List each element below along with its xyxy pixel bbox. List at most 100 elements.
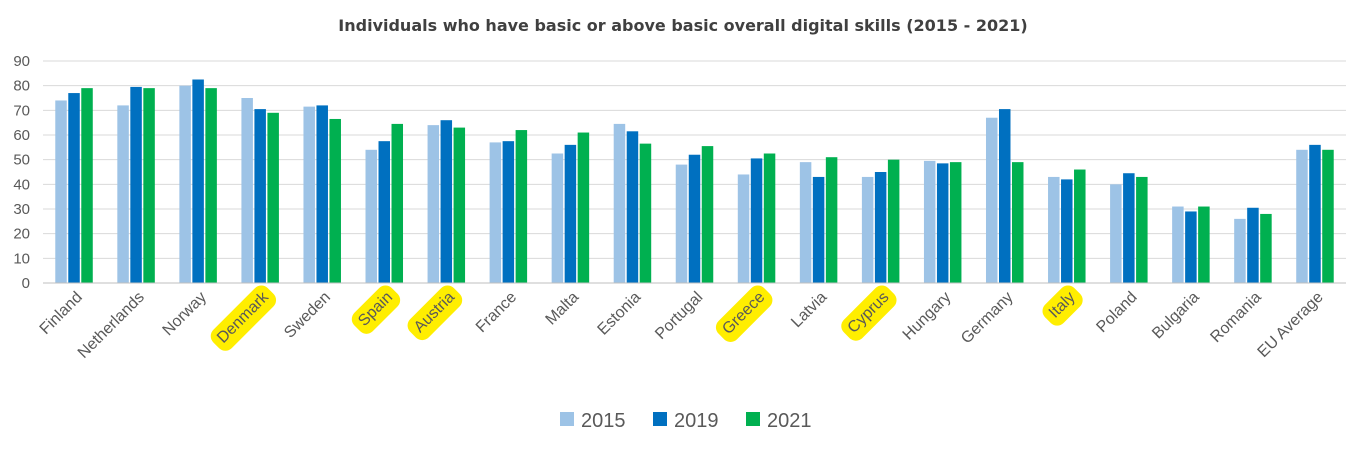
bar-finland-2015 xyxy=(55,100,67,283)
bar-netherlands-2019 xyxy=(130,86,142,284)
bar-greece-2019 xyxy=(750,158,763,283)
bar-eu-average-2015 xyxy=(1296,149,1308,283)
y-tick-label: 70 xyxy=(13,102,30,119)
bar-spain-2019 xyxy=(378,141,391,283)
bar-latvia-2019 xyxy=(812,176,825,283)
y-tick-label: 30 xyxy=(13,201,30,218)
highlight-italy xyxy=(1042,285,1083,326)
legend-label-2019: 2019 xyxy=(674,410,719,432)
bar-hungary-2019 xyxy=(936,163,949,283)
category-label-denmark: Denmark xyxy=(214,288,273,347)
y-tick-label: 10 xyxy=(13,250,30,267)
legend-swatch-2015 xyxy=(560,412,574,426)
category-label-estonia: Estonia xyxy=(595,289,645,339)
bar-germany-2015 xyxy=(985,117,998,283)
bar-estonia-2021 xyxy=(639,143,652,283)
category-label-latvia: Latvia xyxy=(788,289,830,331)
category-label-poland: Poland xyxy=(1093,289,1140,336)
legend-swatch-2021 xyxy=(746,412,760,426)
bar-hungary-2015 xyxy=(923,160,936,283)
legend-label-2015: 2015 xyxy=(581,410,626,432)
bar-cyprus-2015 xyxy=(861,176,874,283)
bar-denmark-2015 xyxy=(241,98,253,283)
category-label-france: France xyxy=(473,289,520,336)
y-tick-label: 40 xyxy=(13,176,30,193)
category-highlights xyxy=(210,285,1083,351)
bar-netherlands-2015 xyxy=(117,105,129,284)
bar-france-2021 xyxy=(515,130,528,283)
category-label-netherlands: Netherlands xyxy=(75,289,148,362)
bar-estonia-2019 xyxy=(626,131,639,283)
bar-malta-2015 xyxy=(551,153,564,283)
bar-cyprus-2019 xyxy=(874,172,887,283)
highlight-greece xyxy=(715,285,773,342)
bar-finland-2019 xyxy=(68,93,80,283)
legend-label-2021: 2021 xyxy=(767,410,812,432)
bar-netherlands-2021 xyxy=(143,88,155,283)
highlight-denmark xyxy=(210,285,277,351)
y-axis: 0 10 20 30 40 50 60 70 80 90 xyxy=(13,53,30,292)
bar-sweden-2021 xyxy=(329,118,341,283)
y-tick-label: 20 xyxy=(13,226,30,243)
bar-norway-2019 xyxy=(192,79,204,283)
highlight-spain xyxy=(351,285,401,334)
highlight-austria xyxy=(407,285,463,341)
highlight-cyprus xyxy=(841,285,897,341)
bar-eu-average-2021 xyxy=(1322,149,1334,283)
bar-malta-2019 xyxy=(564,144,577,283)
bar-italy-2019 xyxy=(1061,179,1073,283)
bar-spain-2021 xyxy=(391,123,404,284)
bar-sweden-2015 xyxy=(303,106,315,283)
bar-portugal-2019 xyxy=(688,154,701,283)
bar-greece-2021 xyxy=(763,153,776,283)
bar-greece-2015 xyxy=(737,174,750,283)
bar-austria-2019 xyxy=(440,120,453,283)
category-label-eu-average: EU Average xyxy=(1255,289,1327,361)
bar-latvia-2015 xyxy=(799,162,812,283)
category-label-finland: Finland xyxy=(37,289,86,338)
bar-austria-2015 xyxy=(427,125,440,283)
bar-portugal-2021 xyxy=(701,146,714,283)
bar-poland-2015 xyxy=(1110,184,1122,283)
category-label-norway: Norway xyxy=(160,289,210,339)
category-label-malta: Malta xyxy=(543,289,583,329)
bar-austria-2021 xyxy=(453,127,466,283)
y-tick-label: 60 xyxy=(13,127,30,144)
chart-title: Individuals who have basic or above basi… xyxy=(338,16,1027,35)
bar-denmark-2021 xyxy=(267,112,279,283)
bar-france-2015 xyxy=(489,142,502,283)
bar-portugal-2015 xyxy=(675,164,688,283)
bar-poland-2021 xyxy=(1136,176,1148,283)
bar-estonia-2015 xyxy=(613,123,626,284)
bar-romania-2021 xyxy=(1260,213,1272,283)
legend: 2015 2019 2021 xyxy=(560,410,812,432)
bar-romania-2019 xyxy=(1247,207,1259,283)
bar-norway-2015 xyxy=(179,85,191,284)
bar-italy-2021 xyxy=(1074,169,1086,283)
bar-sweden-2019 xyxy=(316,105,328,284)
bar-bulgaria-2021 xyxy=(1198,206,1210,283)
y-tick-label: 80 xyxy=(13,78,30,95)
legend-swatch-2019 xyxy=(653,412,667,426)
bar-finland-2021 xyxy=(81,88,93,283)
bar-bulgaria-2015 xyxy=(1172,206,1184,283)
bar-italy-2015 xyxy=(1048,176,1060,283)
category-label-hungary: Hungary xyxy=(900,289,955,344)
bar-hungary-2021 xyxy=(949,162,962,283)
category-label-sweden: Sweden xyxy=(281,289,334,342)
category-label-romania: Romania xyxy=(1207,289,1264,346)
bars xyxy=(55,79,1334,284)
y-tick-label: 90 xyxy=(13,53,30,70)
y-tick-label: 50 xyxy=(13,152,30,169)
bar-bulgaria-2019 xyxy=(1185,211,1197,283)
bar-germany-2021 xyxy=(1011,162,1024,283)
bar-latvia-2021 xyxy=(825,157,838,283)
bar-france-2019 xyxy=(502,141,515,283)
category-label-portugal: Portugal xyxy=(652,289,706,343)
bar-norway-2021 xyxy=(205,88,217,283)
bar-denmark-2019 xyxy=(254,109,266,283)
category-label-germany: Germany xyxy=(958,289,1017,348)
